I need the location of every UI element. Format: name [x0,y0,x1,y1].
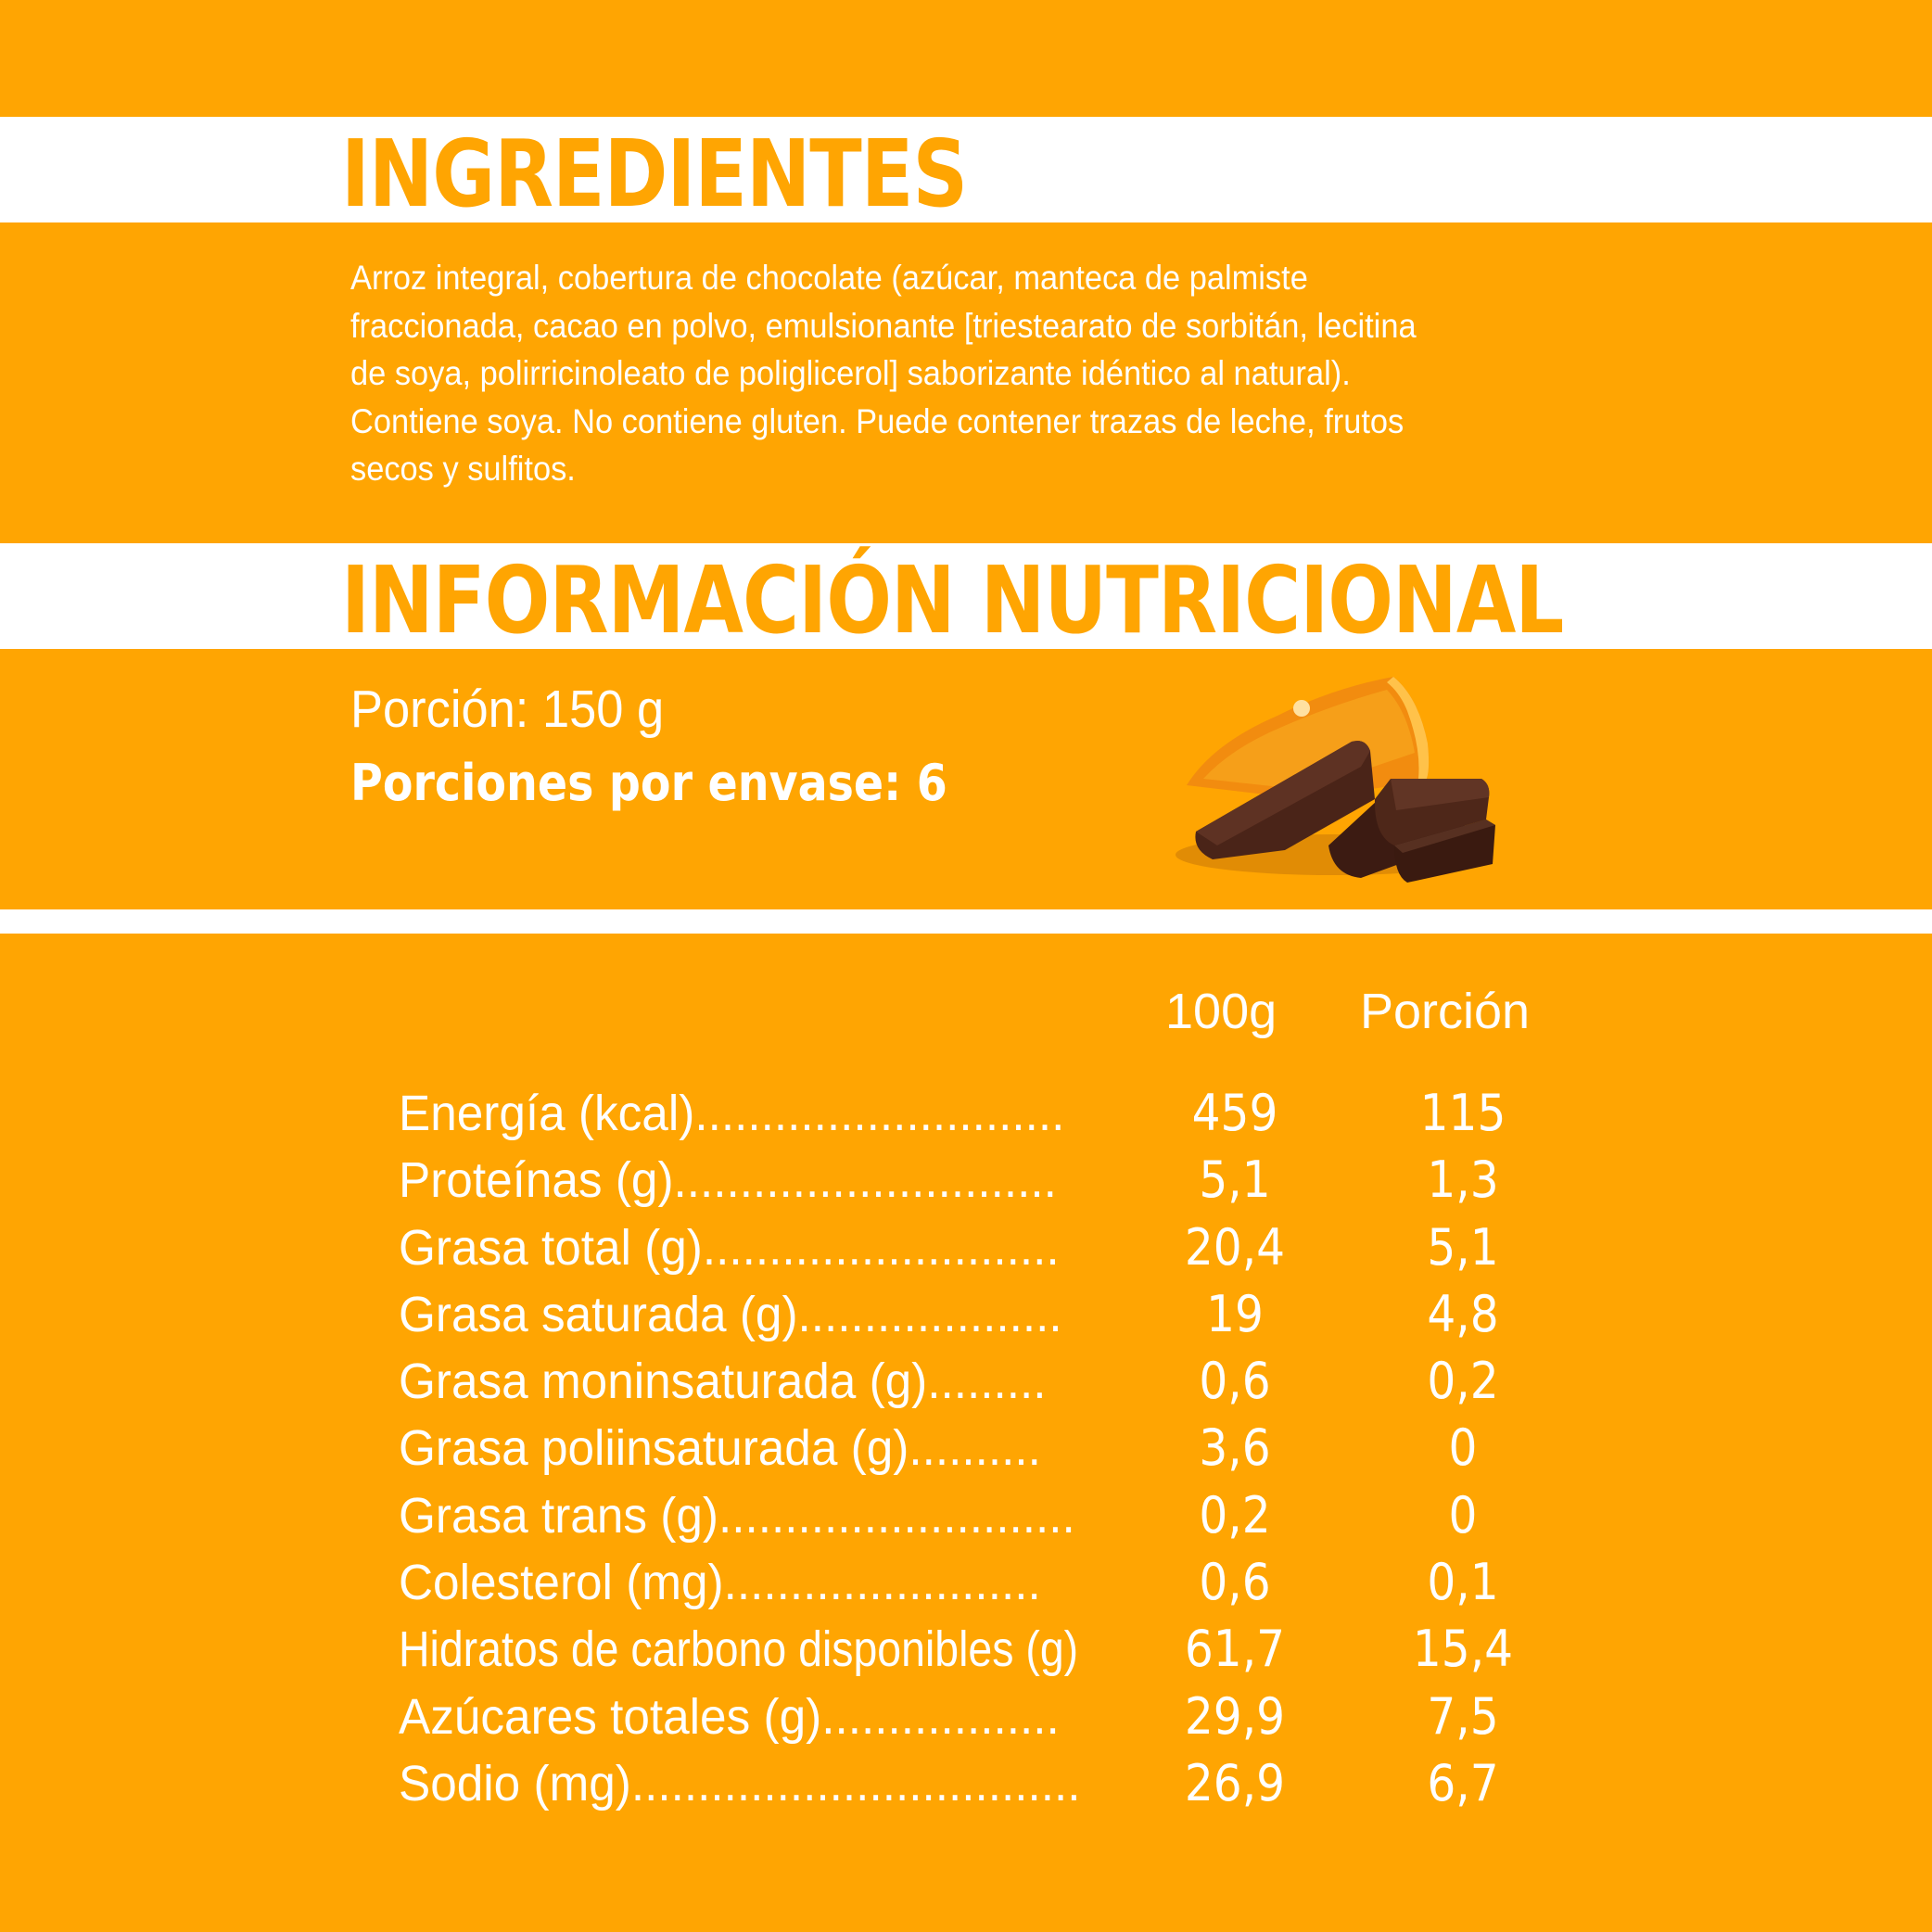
ingredients-text: Arroz integral, cobertura de chocolate (… [350,254,1540,493]
top-orange-band [0,0,1932,117]
value-per-100g: 19 [1206,1284,1264,1343]
value-per-100g: 61,7 [1184,1620,1286,1679]
nutrition-title: INFORMACIÓN NUTRICIONAL [341,546,1564,655]
nutrient-label: Energía (kcal)..........................… [399,1086,1065,1141]
nutrient-label: Colesterol (mg)........................ [399,1555,1041,1611]
ingredients-line: Arroz integral, cobertura de chocolate (… [350,259,1308,297]
value-per-portion: 15,4 [1412,1620,1514,1679]
portion-band [0,649,1932,909]
value-per-portion: 115 [1419,1084,1506,1142]
nutrient-label: Proteínas (g)...........................… [399,1152,1057,1209]
nutrient-label: Grasa trans (g).........................… [399,1487,1075,1544]
value-per-portion: 0 [1448,1485,1478,1544]
column-header-100g: 100g [1165,984,1277,1039]
nutrition-heading-band [0,543,1932,649]
value-per-100g: 0,6 [1199,1553,1271,1612]
value-per-100g: 26,9 [1184,1753,1286,1812]
column-header-portion: Porción [1360,984,1531,1039]
value-per-portion: 0,2 [1427,1352,1499,1411]
value-per-portion: 0 [1448,1418,1478,1478]
nutrient-label: Hidratos de carbono disponibles (g) [399,1621,1079,1678]
nutrition-table-band [0,934,1932,1932]
value-per-100g: 0,2 [1199,1485,1271,1544]
nutrient-label: Grasa moninsaturada (g)......... [399,1354,1047,1410]
ingredients-title: INGREDIENTES [341,120,968,228]
value-per-portion: 0,1 [1427,1553,1499,1612]
ingredients-line: Contiene soya. No contiene gluten. Puede… [350,401,1405,440]
value-per-100g: 29,9 [1184,1686,1286,1746]
nutrient-label: Sodio (mg)..............................… [399,1755,1081,1811]
value-per-100g: 5,1 [1199,1150,1271,1210]
ingredients-line: de soya, polirricinoleato de poliglicero… [350,354,1351,392]
ingredients-body-band [0,222,1932,543]
separator-band [0,909,1932,934]
value-per-100g: 0,6 [1199,1352,1271,1411]
value-per-portion: 6,7 [1427,1753,1499,1812]
value-per-portion: 4,8 [1427,1284,1499,1343]
ingredients-line: fraccionada, cacao en polvo, emulsionant… [350,306,1417,345]
servings-per-package: Porciones por envase: 6 [350,754,947,812]
nutrient-label: Grasa saturada (g).................... [399,1286,1062,1342]
orange-chocolate-image [1176,677,1495,883]
value-per-100g: 20,4 [1184,1217,1286,1277]
nutrient-label: Azúcares totales (g).................. [399,1688,1060,1745]
ingredients-line: secos y sulfitos. [350,450,576,488]
ingredients-heading-band [0,117,1932,222]
value-per-portion: 1,3 [1427,1150,1499,1210]
value-per-portion: 5,1 [1427,1217,1499,1277]
portion-size: Porción: 150 g [350,680,665,739]
value-per-100g: 3,6 [1199,1418,1271,1478]
nutrient-label: Grasa total (g).........................… [399,1219,1060,1276]
value-per-100g: 459 [1191,1084,1278,1142]
nutrient-label: Grasa poliinsaturada (g).......... [399,1420,1041,1477]
value-per-portion: 7,5 [1427,1686,1499,1746]
